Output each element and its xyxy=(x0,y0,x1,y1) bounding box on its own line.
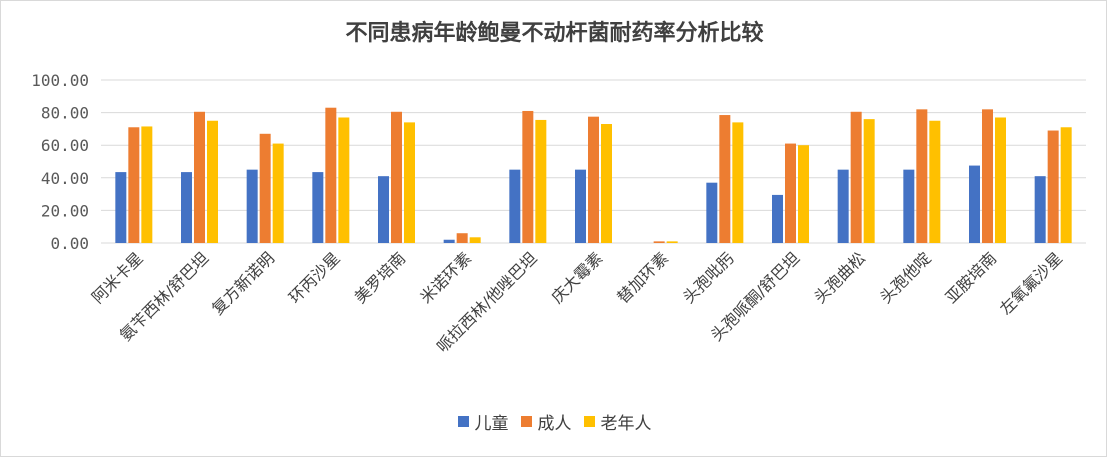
legend-label: 儿童 xyxy=(474,414,509,434)
bar xyxy=(732,122,744,243)
bar xyxy=(1047,130,1059,243)
bar xyxy=(706,182,718,243)
bar xyxy=(837,169,849,243)
bar xyxy=(982,109,993,243)
bar xyxy=(588,116,599,243)
bar xyxy=(903,169,915,243)
x-tick-label: 头孢他啶 xyxy=(876,248,935,307)
x-tick-label: 头孢曲松 xyxy=(810,248,869,307)
x-tick-label: 头孢吡肟 xyxy=(679,248,738,307)
bar xyxy=(404,122,415,243)
bar xyxy=(456,233,468,243)
legend-label: 成人 xyxy=(537,414,572,434)
bar xyxy=(259,133,271,243)
bar xyxy=(995,117,1006,243)
x-tick-label: 美罗培南 xyxy=(351,248,410,307)
bar xyxy=(863,119,875,243)
bar xyxy=(601,124,612,243)
bar xyxy=(719,115,731,243)
bar xyxy=(207,120,218,243)
x-tick-label: 复方新诺明 xyxy=(208,248,278,318)
y-tick-label: 0.00 xyxy=(50,234,89,253)
bar xyxy=(969,165,980,243)
bar xyxy=(653,241,665,243)
bar xyxy=(509,169,521,243)
bar xyxy=(850,111,862,243)
bar xyxy=(469,237,481,243)
bar xyxy=(798,145,809,243)
bar xyxy=(391,111,402,243)
y-tick-label: 20.00 xyxy=(41,201,89,220)
x-tick-label: 左氧氟沙星 xyxy=(996,248,1066,318)
y-tick-label: 40.00 xyxy=(41,169,89,188)
legend-label: 老年人 xyxy=(600,414,652,434)
x-tick-label: 庆大霉素 xyxy=(548,248,607,307)
bar xyxy=(929,120,941,243)
x-tick-label: 阿米卡星 xyxy=(88,248,147,307)
legend-swatch xyxy=(457,416,469,427)
bar xyxy=(378,176,389,243)
bar xyxy=(325,107,337,244)
bar xyxy=(128,127,140,243)
legend-item: 成人 xyxy=(520,409,572,434)
bar xyxy=(1060,127,1072,243)
x-tick-label: 替加环素 xyxy=(613,248,672,307)
y-tick-label: 60.00 xyxy=(41,136,89,155)
bar xyxy=(181,172,192,243)
bar xyxy=(272,143,284,243)
bar xyxy=(194,111,205,243)
x-tick-label: 环丙沙星 xyxy=(285,248,344,307)
bar xyxy=(338,117,350,243)
x-tick-label: 亚胺培南 xyxy=(942,248,1001,307)
bar xyxy=(535,119,547,243)
x-tick-label: 米诺环素 xyxy=(416,248,475,307)
y-tick-label: 80.00 xyxy=(41,104,89,123)
bar xyxy=(115,172,127,243)
bar xyxy=(785,143,796,243)
bar xyxy=(916,109,928,243)
bar xyxy=(522,110,534,243)
bar xyxy=(141,126,153,243)
legend-swatch xyxy=(583,416,595,427)
chart-title: 不同患病年龄鲍曼不动杆菌耐药率分析比较 xyxy=(345,21,764,46)
bar xyxy=(666,241,678,243)
bar xyxy=(312,172,324,243)
y-tick-label: 100.00 xyxy=(31,71,89,90)
bar xyxy=(1034,176,1046,243)
bar xyxy=(575,169,586,243)
bar xyxy=(443,239,455,243)
legend: 儿童 成人 老年人 xyxy=(1,409,1107,434)
bar xyxy=(246,169,258,243)
legend-swatch xyxy=(520,416,532,427)
bar xyxy=(772,194,783,243)
legend-item: 儿童 xyxy=(457,409,509,434)
legend-item: 老年人 xyxy=(583,409,652,434)
